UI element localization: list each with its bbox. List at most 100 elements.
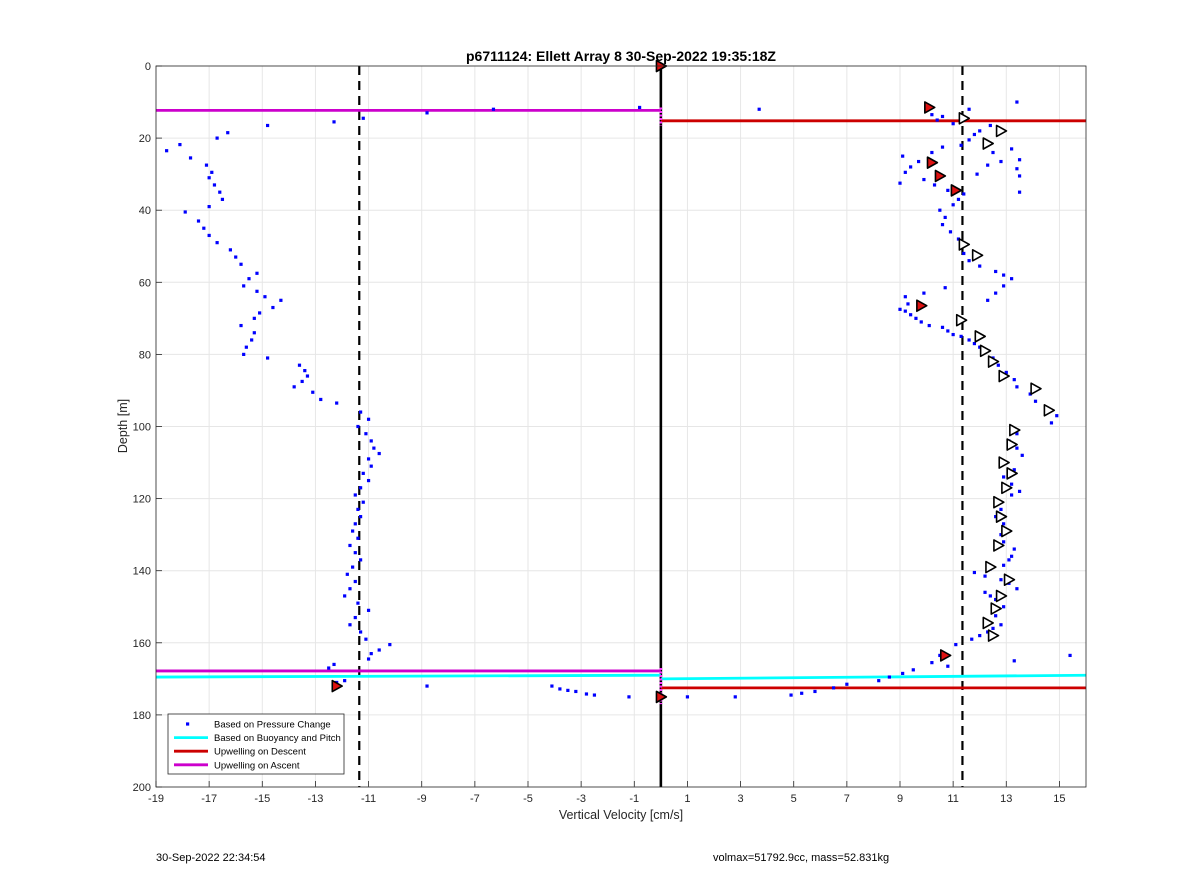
y-tick-label: 100 [133, 422, 151, 434]
data-point [207, 204, 211, 209]
y-tick-label: 200 [133, 782, 151, 794]
data-point [359, 486, 363, 490]
data-point [550, 684, 554, 688]
data-point [359, 630, 363, 634]
data-point [951, 122, 955, 126]
data-point [972, 341, 976, 346]
data-point [983, 574, 987, 578]
data-point [242, 352, 246, 356]
data-point [978, 129, 982, 133]
data-point [244, 345, 248, 349]
data-point [327, 666, 331, 670]
data-point [343, 594, 347, 598]
data-point [300, 379, 304, 384]
triangle-marker-white [985, 560, 997, 574]
data-point [366, 417, 371, 421]
data-point [999, 578, 1003, 582]
data-point [366, 657, 371, 661]
triangle-marker-white [995, 124, 1008, 138]
triangle-marker-white [998, 456, 1010, 469]
data-point [1020, 453, 1024, 457]
x-tick-label: -17 [201, 793, 217, 805]
data-point [369, 652, 373, 656]
data-point [348, 587, 352, 591]
data-point [335, 401, 339, 405]
data-point [1010, 482, 1014, 486]
x-tick-label: -7 [470, 793, 480, 805]
triangle-marker-red [916, 299, 928, 313]
x-axis-label: Vertical Velocity [cm/s] [559, 808, 683, 822]
data-point [178, 142, 182, 147]
y-tick-label: 120 [133, 494, 151, 506]
triangle-marker-white [955, 313, 968, 327]
data-point [946, 664, 950, 668]
data-point [1012, 547, 1016, 551]
data-point [1002, 273, 1006, 277]
triangle-marker-white [979, 344, 992, 358]
data-point [215, 241, 219, 245]
data-point [353, 522, 357, 526]
data-point [757, 107, 761, 111]
data-point [207, 176, 211, 180]
data-point [584, 692, 589, 696]
data-point [930, 661, 934, 665]
data-point [901, 154, 905, 158]
data-point [940, 223, 945, 227]
data-point [319, 397, 323, 402]
data-point [351, 565, 355, 569]
data-point [946, 188, 950, 192]
data-point [348, 543, 352, 548]
data-point [948, 230, 953, 234]
series-line-based-on-buoyancy-and-pitch [155, 673, 661, 679]
data-point [938, 208, 942, 212]
data-point [165, 149, 169, 153]
data-point [978, 264, 982, 268]
x-tick-label: 9 [897, 793, 903, 805]
data-point [207, 233, 211, 238]
triangle-marker-red [331, 679, 343, 693]
axes-box [155, 65, 1087, 788]
data-point [364, 432, 368, 436]
data-point [1010, 493, 1014, 497]
data-point [935, 118, 939, 122]
data-point [366, 457, 371, 461]
data-point [967, 338, 971, 342]
data-point [994, 291, 998, 295]
data-point [986, 298, 990, 302]
data-point [994, 597, 998, 602]
legend-swatch-marker [186, 722, 190, 726]
data-point [183, 210, 187, 214]
data-point [911, 668, 915, 672]
data-point [970, 637, 974, 641]
data-point [800, 691, 804, 695]
data-point [1007, 558, 1011, 562]
footer-volmax-mass: volmax=51792.9cc, mass=52.831kg [713, 852, 890, 864]
data-point [364, 637, 368, 641]
data-point [247, 277, 251, 281]
data-point [930, 150, 934, 155]
data-point [988, 594, 992, 598]
data-point [372, 446, 376, 450]
data-point [271, 305, 275, 310]
data-point [903, 295, 907, 299]
legend-label: Upwelling on Descent [214, 747, 306, 758]
data-point [1015, 446, 1019, 450]
triangle-marker-white [1003, 573, 1016, 587]
data-point [279, 298, 283, 302]
triangle-marker-red [924, 101, 936, 114]
data-point [733, 695, 737, 699]
data-point [369, 439, 373, 443]
data-point [996, 363, 1000, 367]
triangle-marker-white [1001, 481, 1013, 495]
data-point [959, 334, 963, 338]
x-tick-labels: -19 -17 -15 -13 -11 -9 -7 -5 -3 -1 1 3 5 7 9 11 13 15 [148, 793, 1066, 805]
data-point [311, 390, 315, 394]
triangle-marker-white [998, 369, 1010, 383]
data-point [638, 105, 642, 110]
triangle-marker-white [958, 111, 971, 125]
data-point [978, 345, 982, 349]
triangle-marker-white [982, 616, 994, 630]
data-point [255, 271, 259, 275]
x-tick-label: -13 [307, 793, 323, 805]
data-point [927, 323, 931, 328]
